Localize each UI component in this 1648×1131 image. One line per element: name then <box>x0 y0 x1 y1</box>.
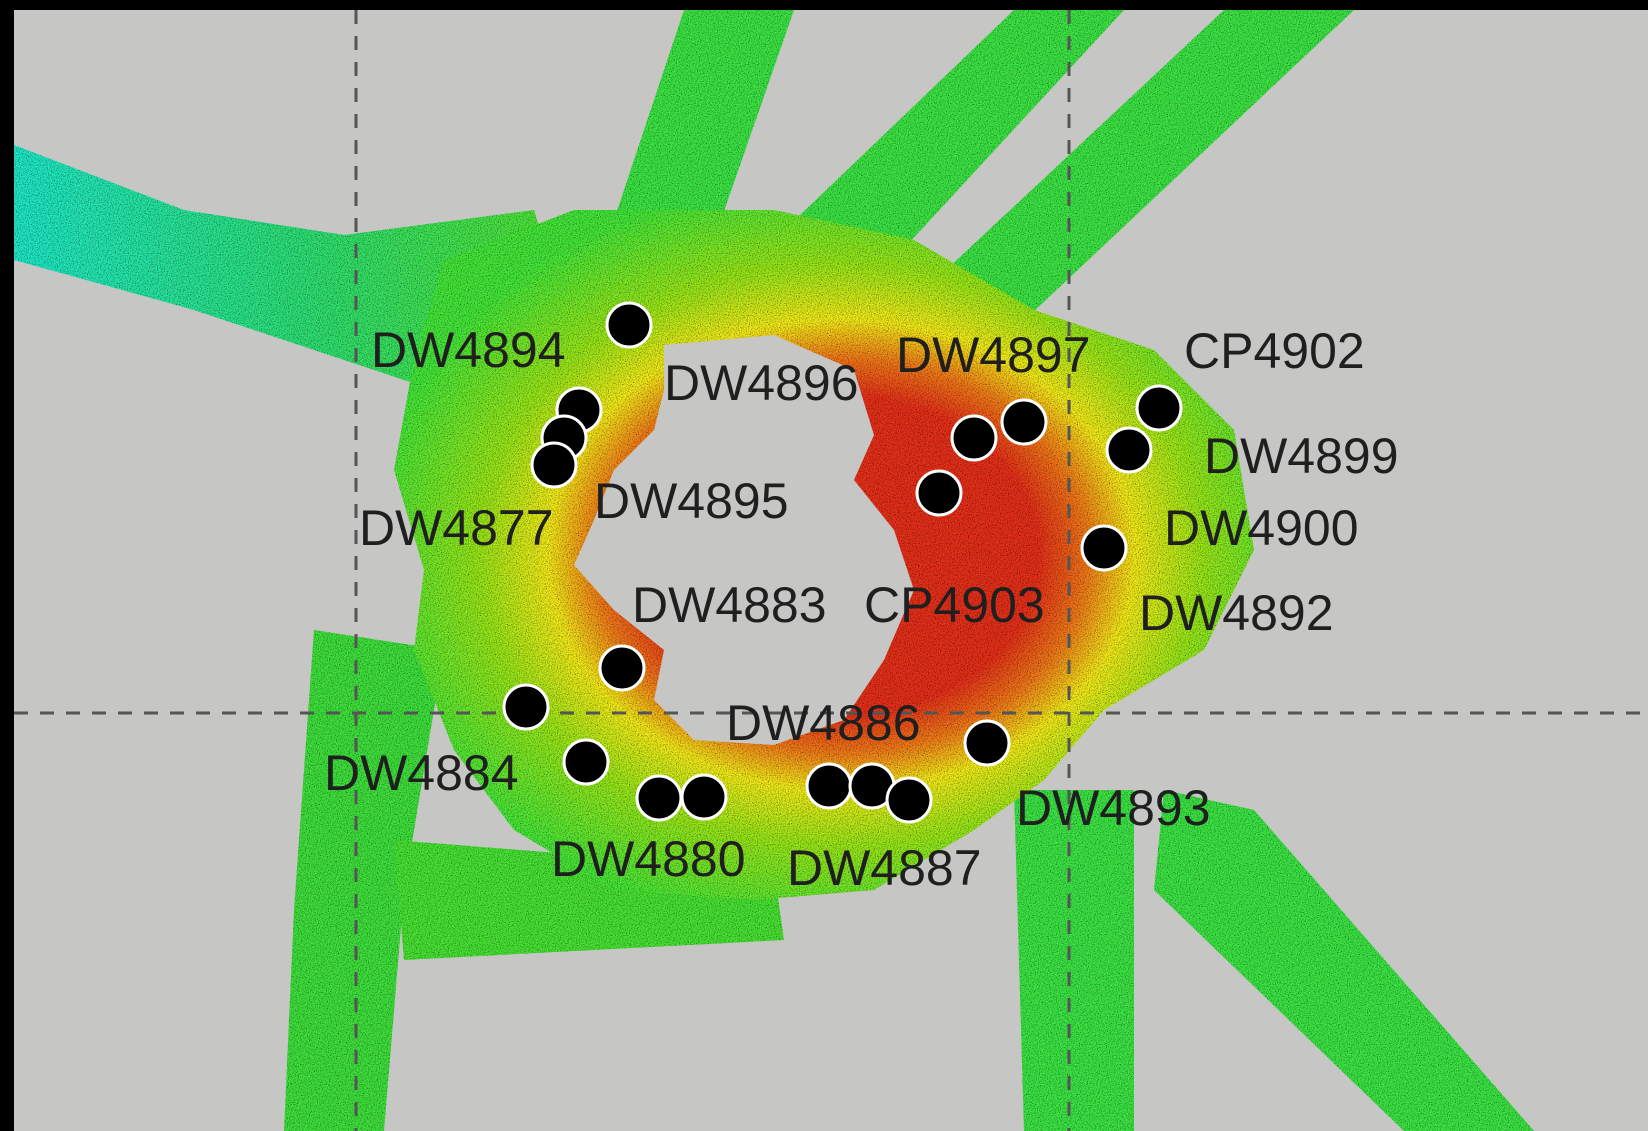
station-marker <box>502 683 550 731</box>
station-label-dw4899: DW4899 <box>1204 428 1399 484</box>
station-label-cp4902: CP4902 <box>1184 323 1365 379</box>
swath-north-1 <box>604 10 794 250</box>
station-marker <box>963 719 1011 767</box>
station-marker <box>1080 524 1128 572</box>
station-label-dw4892: DW4892 <box>1139 585 1334 641</box>
station-marker <box>680 773 728 821</box>
station-marker <box>1105 426 1153 474</box>
swath-north-2 <box>774 10 1124 270</box>
station-label-dw4896: DW4896 <box>664 355 859 411</box>
station-label-cp4903: CP4903 <box>864 577 1045 633</box>
station-label-dw4884: DW4884 <box>324 745 519 801</box>
station-marker <box>950 414 998 462</box>
map-canvas: DW4894 DW4896 DW4897 CP4902 DW4899 DW489… <box>14 10 1648 1131</box>
station-label-dw4887: DW4887 <box>787 840 982 896</box>
station-marker <box>885 776 933 824</box>
swath-southeast <box>1154 790 1534 1131</box>
station-label-dw4900: DW4900 <box>1164 500 1359 556</box>
station-labels: DW4894 DW4896 DW4897 CP4902 DW4899 DW489… <box>324 322 1399 896</box>
station-marker <box>805 762 853 810</box>
swath-south-center <box>1014 790 1134 1131</box>
station-marker <box>915 469 963 517</box>
station-marker <box>1000 398 1048 446</box>
swath-southwest <box>284 630 444 1131</box>
bathymetry-map: DW4894 DW4896 DW4897 CP4902 DW4899 DW489… <box>14 10 1648 1131</box>
swath-north-3 <box>914 10 1354 330</box>
station-label-dw4897: DW4897 <box>896 327 1091 383</box>
station-markers <box>502 301 1183 824</box>
station-marker <box>635 774 683 822</box>
station-label-dw4893: DW4893 <box>1016 780 1211 836</box>
station-marker <box>1135 384 1183 432</box>
station-label-dw4894: DW4894 <box>371 322 566 378</box>
station-label-dw4883: DW4883 <box>632 577 827 633</box>
station-label-dw4877: DW4877 <box>359 500 554 556</box>
station-marker <box>598 644 646 692</box>
station-marker <box>562 738 610 786</box>
station-label-dw4880: DW4880 <box>551 831 746 887</box>
summit-plateau <box>574 335 914 745</box>
station-marker <box>530 441 578 489</box>
station-label-dw4886: DW4886 <box>726 695 921 751</box>
station-marker <box>605 301 653 349</box>
station-label-dw4895: DW4895 <box>594 473 789 529</box>
